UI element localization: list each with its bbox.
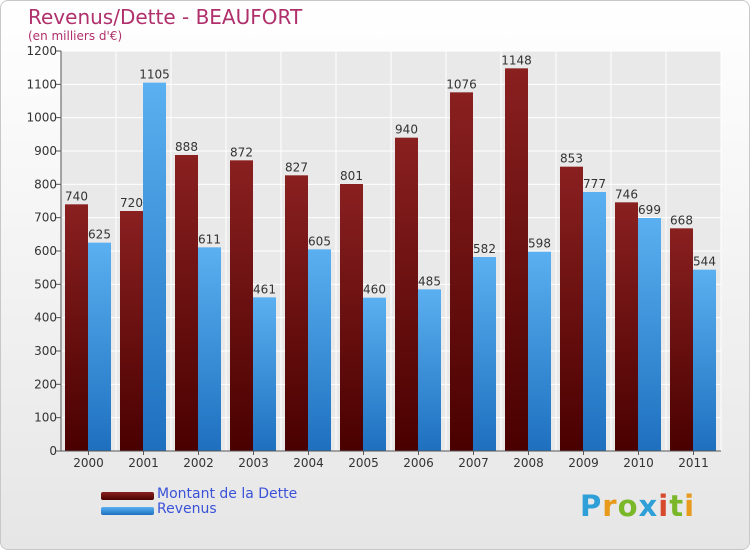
data-label-debt: 940: [395, 123, 418, 137]
x-tick-label: 2006: [403, 456, 434, 470]
bar-revenue: [693, 269, 716, 451]
data-label-revenue: 611: [198, 232, 221, 246]
logo-letter: P: [580, 489, 603, 523]
data-label-revenue: 1105: [139, 68, 170, 82]
data-label-debt: 872: [230, 145, 253, 159]
legend-label-debt: Montant de la Dette: [157, 486, 298, 502]
y-tick-label: 700: [34, 211, 57, 225]
logo-letter: t: [669, 489, 685, 523]
bar-debt: [450, 92, 473, 451]
y-tick-label: 1000: [26, 111, 57, 125]
bar-debt: [285, 175, 308, 452]
x-tick-label: 2008: [513, 456, 544, 470]
data-label-debt: 746: [615, 187, 638, 201]
bar-debt: [175, 155, 198, 451]
bars: [65, 68, 716, 452]
bar-revenue: [473, 257, 496, 451]
bar-revenue: [88, 242, 111, 451]
data-label-revenue: 598: [528, 237, 551, 251]
data-label-revenue: 582: [473, 242, 496, 256]
bar-revenue: [638, 218, 661, 451]
x-tick-label: 2004: [293, 456, 324, 470]
bar-revenue: [418, 289, 441, 451]
legend-label-revenue: Revenus: [157, 501, 217, 517]
bar-revenue: [308, 249, 331, 451]
bar-debt: [230, 160, 253, 452]
y-tick-label: 400: [34, 311, 57, 325]
bar-debt: [615, 202, 638, 451]
data-label-debt: 801: [340, 169, 363, 183]
x-tick-label: 2007: [458, 456, 489, 470]
y-tick-label: 500: [34, 277, 57, 291]
data-label-debt: 740: [65, 189, 88, 203]
y-tick-label: 900: [34, 144, 57, 158]
bar-debt: [65, 204, 88, 451]
x-tick-label: 2009: [568, 456, 599, 470]
y-tick-label: 1100: [26, 77, 57, 91]
legend-swatch-debt: [101, 492, 154, 500]
y-tick-label: 800: [34, 177, 57, 191]
data-label-revenue: 485: [418, 274, 441, 288]
bar-revenue: [528, 251, 551, 451]
data-label-revenue: 777: [583, 177, 606, 191]
bar-debt: [395, 137, 418, 451]
logo-letter: r: [602, 489, 618, 523]
x-tick-label: 2011: [678, 456, 709, 470]
x-tick-label: 2010: [623, 456, 654, 470]
bar-debt: [670, 228, 693, 451]
proxiti-logo: Proxiti: [580, 489, 695, 523]
chart-subtitle: (en milliers d'€): [28, 29, 123, 43]
logo-letter: x: [638, 489, 659, 523]
data-label-debt: 827: [285, 160, 308, 174]
y-tick-label: 100: [34, 411, 57, 425]
data-label-debt: 853: [560, 152, 583, 166]
data-label-debt: 1148: [501, 53, 532, 67]
data-label-debt: 888: [175, 140, 198, 154]
y-tick-label: 1200: [26, 44, 57, 58]
bar-revenue: [363, 297, 386, 451]
x-tick-label: 2003: [238, 456, 269, 470]
data-label-revenue: 460: [363, 283, 386, 297]
y-tick-label: 0: [49, 444, 57, 458]
data-label-revenue: 461: [253, 282, 276, 296]
chart-title: Revenus/Dette - BEAUFORT: [28, 5, 303, 29]
bar-revenue: [583, 192, 606, 451]
data-label-revenue: 699: [638, 203, 661, 217]
bar-debt: [560, 166, 583, 451]
logo-letter: o: [617, 489, 639, 523]
bar-revenue: [143, 82, 166, 452]
x-tick-label: 2002: [183, 456, 214, 470]
data-label-revenue: 605: [308, 234, 331, 248]
data-labels: 740 625 720 1105 888 611 872 461 827 605 801 460 940…: [65, 53, 716, 296]
bar-debt: [340, 184, 363, 451]
axes: 0 100 200 300 400 500 600 700 800 900 1000 1100 1200…: [26, 44, 721, 470]
data-label-debt: 668: [670, 213, 693, 227]
x-tick-label: 2005: [348, 456, 379, 470]
data-label-debt: 720: [120, 196, 143, 210]
data-label-debt: 1076: [446, 77, 477, 91]
data-label-revenue: 625: [88, 228, 111, 242]
y-tick-label: 300: [34, 344, 57, 358]
y-tick-label: 600: [34, 244, 57, 258]
data-label-revenue: 544: [693, 255, 716, 269]
bar-debt: [505, 68, 528, 451]
grid-lines: [60, 50, 722, 452]
y-tick-label: 200: [34, 377, 57, 391]
bar-debt: [120, 211, 143, 451]
logo-letter: i: [684, 489, 696, 523]
x-tick-label: 2000: [73, 456, 104, 470]
bar-revenue: [198, 247, 221, 451]
bar-revenue: [253, 297, 276, 451]
legend-swatch-revenue: [101, 507, 154, 515]
x-tick-label: 2001: [128, 456, 159, 470]
logo-letter: i: [658, 489, 670, 523]
